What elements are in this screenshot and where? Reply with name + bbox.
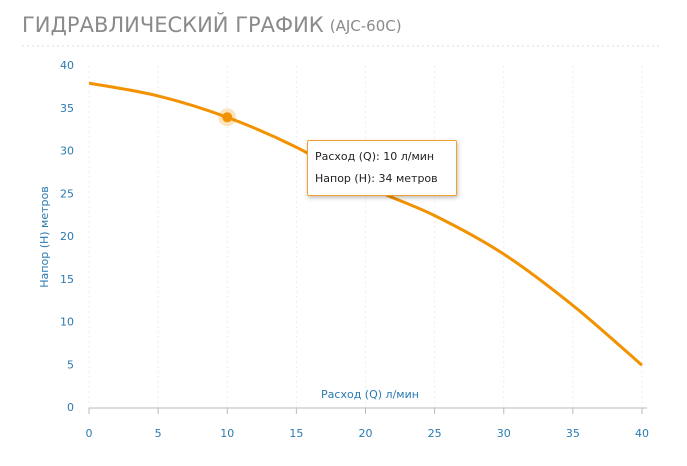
y-axis-label: Напор (Н) метров — [38, 186, 51, 287]
highlight-point — [222, 112, 233, 123]
y-tick-label: 35 — [60, 102, 74, 115]
chart-title: ГИДРАВЛИЧЕСКИЙ ГРАФИК (AJC-60C) — [22, 12, 402, 37]
y-tick-label: 15 — [60, 273, 74, 286]
tooltip-line: Расход (Q): 10 л/мин — [315, 150, 435, 163]
y-tick-label: 5 — [67, 358, 74, 371]
y-tick-label: 25 — [60, 187, 74, 200]
x-tick-label: 25 — [428, 427, 442, 440]
tooltip-line: Напор (Н): 34 метров — [315, 172, 438, 185]
subtitle: (AJC-60C) — [330, 17, 402, 35]
y-tick-label: 10 — [60, 316, 74, 329]
y-tick-label: 40 — [60, 59, 74, 72]
y-tick-label: 20 — [60, 230, 74, 243]
x-tick-label: 5 — [155, 427, 162, 440]
x-tick-label: 30 — [497, 427, 511, 440]
tooltip: Расход (Q): 10 л/мин Напор (Н): 34 метро… — [307, 140, 457, 196]
x-tick-label: 20 — [359, 427, 373, 440]
x-tick-label: 0 — [86, 427, 93, 440]
x-axis-label: Расход (Q) л/мин — [321, 388, 419, 401]
x-tick-label: 40 — [635, 427, 649, 440]
x-tick-label: 35 — [566, 427, 580, 440]
title: ГИДРАВЛИЧЕСКИЙ ГРАФИК — [22, 12, 324, 37]
x-tick-label: 10 — [220, 427, 234, 440]
y-tick-label: 30 — [60, 145, 74, 158]
x-tick-label: 15 — [289, 427, 303, 440]
y-tick-label: 0 — [67, 401, 74, 414]
